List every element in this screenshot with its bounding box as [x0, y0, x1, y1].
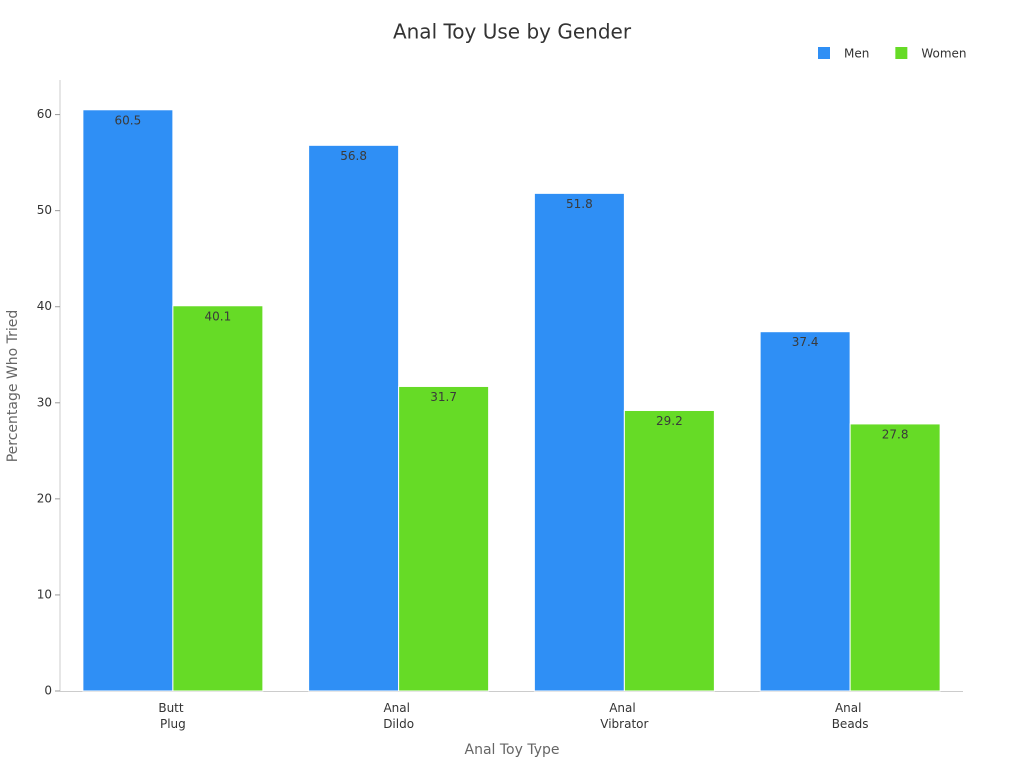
y-tick-label: 10 — [37, 587, 52, 601]
x-axis-title: Anal Toy Type — [465, 742, 560, 758]
y-tick-label: 0 — [44, 684, 52, 698]
y-tick-label: 20 — [37, 491, 52, 505]
bar — [623, 409, 715, 692]
value-label: 56.8 — [340, 149, 367, 163]
bar — [308, 144, 400, 692]
bar — [849, 423, 941, 692]
x-tick-label: Anal Dildo — [383, 701, 414, 731]
legend-label: Men — [844, 47, 869, 61]
bar — [533, 192, 625, 692]
y-axis-title: Percentage Who Tried — [5, 310, 21, 463]
bar — [82, 109, 174, 692]
value-label: 37.4 — [792, 335, 819, 349]
legend-swatch — [895, 47, 908, 59]
value-label: 40.1 — [205, 309, 232, 323]
y-tick-label: 40 — [37, 299, 52, 313]
chart-title: Anal Toy Use by Gender — [393, 20, 632, 44]
y-tick-label: 30 — [37, 395, 52, 409]
y-tick-label: 50 — [37, 203, 52, 217]
value-label: 29.2 — [656, 414, 683, 428]
bar — [759, 331, 851, 692]
bar — [172, 305, 264, 692]
value-label: 27.8 — [882, 427, 909, 441]
value-label: 60.5 — [115, 113, 142, 127]
value-label: 31.7 — [430, 390, 457, 404]
legend-swatch — [818, 47, 830, 59]
value-label: 51.8 — [566, 197, 593, 211]
legend-label: Women — [921, 47, 966, 61]
x-tick-label: Anal Beads — [832, 701, 869, 731]
y-tick-label: 60 — [37, 107, 52, 121]
x-tick-label: Anal Vibrator — [600, 701, 648, 731]
bar — [398, 385, 490, 692]
x-tick-label: Butt Plug — [158, 701, 187, 731]
